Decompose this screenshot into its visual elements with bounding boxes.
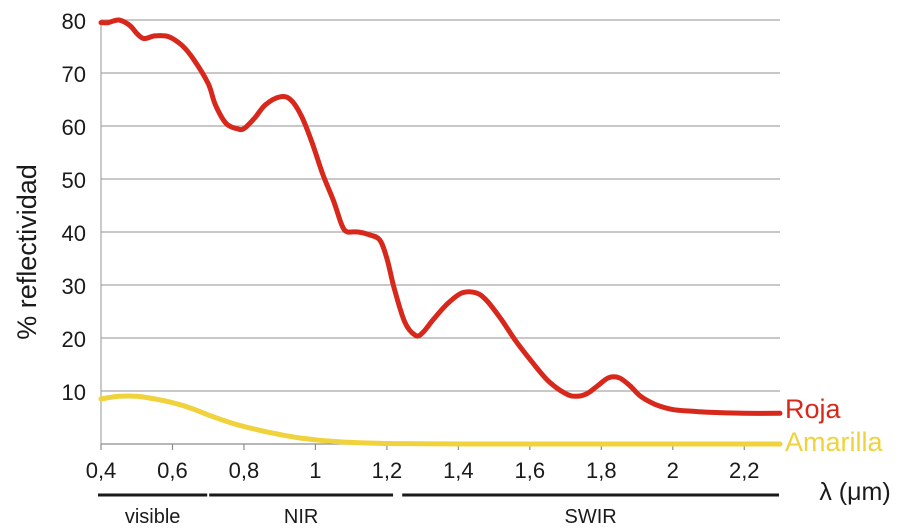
x-tick-label: 1 xyxy=(309,458,321,483)
y-tick-label: 80 xyxy=(62,9,86,34)
y-tick-label: 60 xyxy=(62,115,86,140)
series-label-amarilla: Amarilla xyxy=(785,427,884,457)
x-tick-label: 1,2 xyxy=(372,458,403,483)
x-tick-label: 1,6 xyxy=(515,458,546,483)
x-tick-label: 0,6 xyxy=(157,458,188,483)
y-tick-label: 10 xyxy=(62,380,86,405)
y-tick-label: 50 xyxy=(62,168,86,193)
band-label-nir: NIR xyxy=(284,506,318,528)
x-tick-labels: 0,4 0,6 0,8 1 1,2 1,4 1,6 1,8 2 2,2 xyxy=(86,444,760,483)
y-axis-label: % reflectividad xyxy=(12,164,42,340)
gridlines xyxy=(101,19,780,392)
x-tick-label: 1,8 xyxy=(586,458,617,483)
x-tick-label: 1,4 xyxy=(443,458,474,483)
y-tick-label: 70 xyxy=(62,62,86,87)
series-label-roja: Roja xyxy=(785,394,842,424)
x-tick-label: 0,8 xyxy=(229,458,260,483)
spectral-bands: visible NIR SWIR xyxy=(98,493,779,528)
band-label-swir: SWIR xyxy=(564,506,616,528)
x-tick-label: 2 xyxy=(667,458,679,483)
y-tick-label: 30 xyxy=(62,274,86,299)
band-label-visible: visible xyxy=(125,506,181,528)
x-axis-label: λ (μm) xyxy=(819,478,890,506)
x-tick-label: 2,2 xyxy=(729,458,760,483)
series-line-amarilla xyxy=(98,393,783,447)
x-tick-label: 0,4 xyxy=(86,458,117,483)
y-tick-label: 20 xyxy=(62,327,86,352)
series-lines xyxy=(98,17,783,447)
series-line-roja xyxy=(98,17,783,416)
y-tick-labels: 10 20 30 40 50 60 70 80 xyxy=(62,9,86,405)
y-tick-label: 40 xyxy=(62,221,86,246)
